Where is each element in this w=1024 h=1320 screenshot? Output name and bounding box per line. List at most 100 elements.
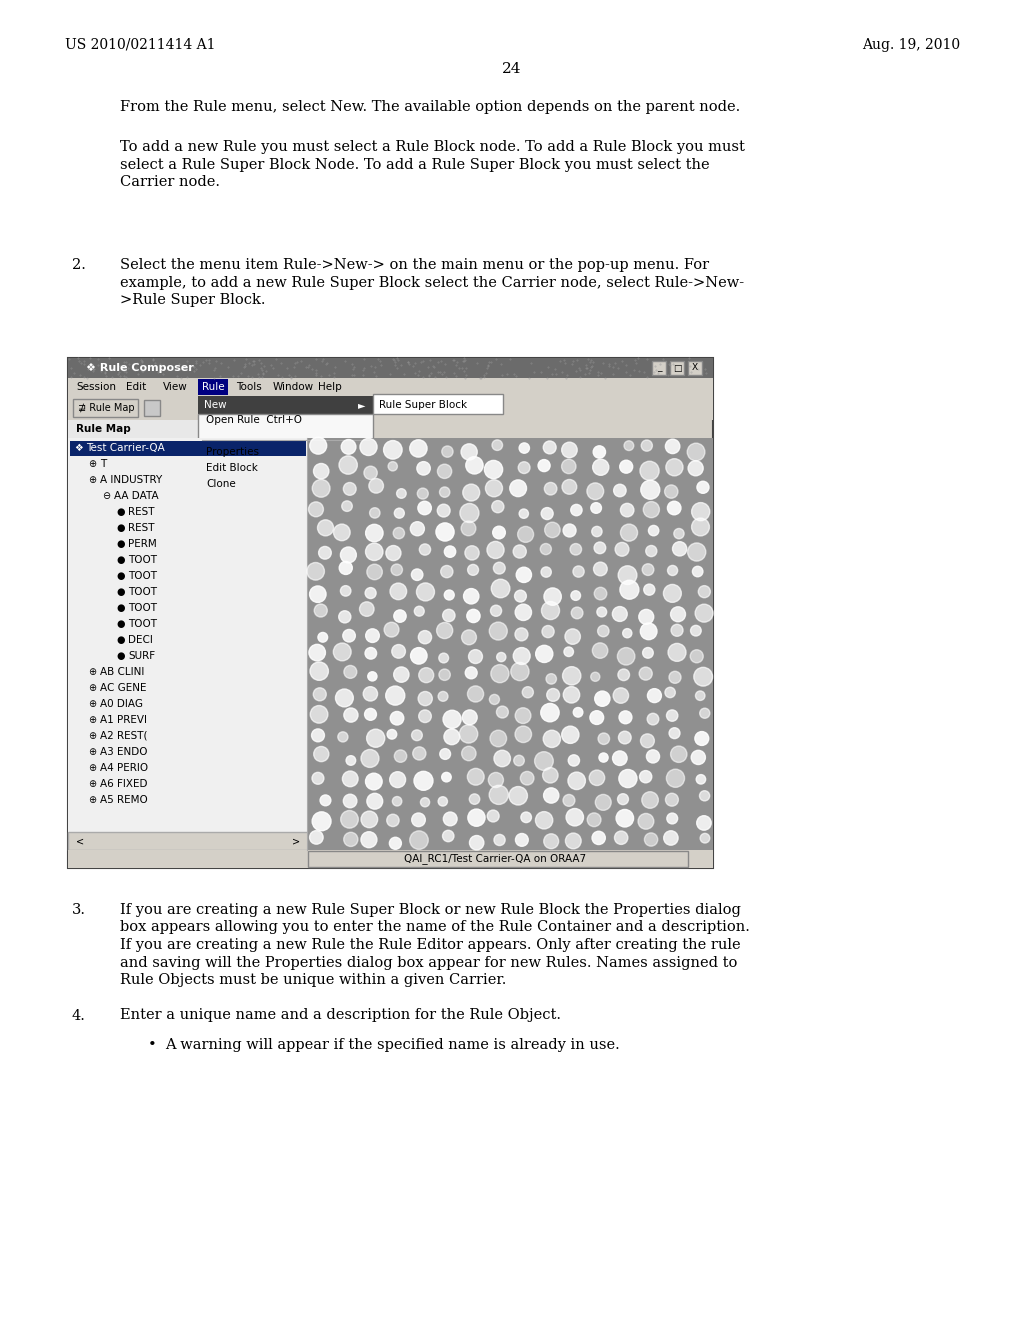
Circle shape	[624, 441, 634, 450]
Circle shape	[317, 632, 328, 642]
Circle shape	[392, 796, 401, 807]
Circle shape	[394, 750, 407, 763]
Circle shape	[309, 644, 326, 661]
Circle shape	[439, 669, 451, 680]
Circle shape	[313, 688, 327, 701]
Circle shape	[617, 669, 630, 681]
Circle shape	[640, 771, 652, 783]
Circle shape	[468, 565, 478, 576]
Circle shape	[313, 747, 329, 762]
Circle shape	[462, 746, 476, 760]
Text: A INDUSTRY: A INDUSTRY	[100, 475, 162, 484]
Circle shape	[691, 503, 710, 520]
Circle shape	[594, 562, 607, 576]
Text: ●: ●	[116, 523, 125, 533]
Text: From the Rule menu, select New. The available option depends on the parent node.: From the Rule menu, select New. The avai…	[120, 100, 740, 114]
Circle shape	[492, 500, 504, 512]
Circle shape	[665, 484, 678, 498]
Circle shape	[517, 527, 534, 543]
Circle shape	[568, 772, 586, 789]
Circle shape	[695, 605, 713, 622]
Circle shape	[544, 788, 559, 803]
Circle shape	[667, 770, 685, 787]
Circle shape	[494, 834, 505, 846]
Circle shape	[535, 751, 553, 771]
Text: AC GENE: AC GENE	[100, 682, 146, 693]
Text: ⊕: ⊕	[88, 779, 96, 789]
Circle shape	[443, 710, 461, 729]
Circle shape	[688, 461, 703, 475]
Text: <: <	[76, 836, 84, 846]
Circle shape	[671, 746, 687, 763]
Circle shape	[542, 602, 559, 619]
Text: Enter a unique name and a description for the Rule Object.: Enter a unique name and a description fo…	[120, 1008, 561, 1023]
Circle shape	[544, 834, 559, 849]
Circle shape	[541, 544, 551, 554]
Text: Open Rule  Ctrl+O: Open Rule Ctrl+O	[206, 414, 302, 425]
Circle shape	[467, 610, 480, 623]
Circle shape	[543, 730, 560, 747]
Circle shape	[344, 708, 358, 722]
Circle shape	[462, 710, 477, 725]
Circle shape	[513, 648, 530, 664]
Circle shape	[310, 661, 329, 680]
Circle shape	[364, 466, 377, 479]
Text: X: X	[692, 363, 698, 372]
Bar	[373, 393, 503, 414]
Circle shape	[688, 543, 706, 561]
Bar	[68, 396, 713, 420]
Circle shape	[638, 813, 654, 829]
Circle shape	[669, 672, 681, 684]
Circle shape	[440, 565, 453, 578]
Text: TOOT: TOOT	[128, 572, 157, 581]
Circle shape	[497, 652, 506, 661]
Circle shape	[411, 521, 424, 536]
Text: A warning will appear if the specified name is already in use.: A warning will appear if the specified n…	[165, 1038, 620, 1052]
Circle shape	[339, 611, 351, 623]
Circle shape	[516, 568, 531, 582]
Circle shape	[413, 747, 426, 760]
Circle shape	[441, 772, 452, 781]
Circle shape	[695, 731, 709, 746]
Circle shape	[367, 564, 382, 579]
Circle shape	[566, 809, 584, 826]
Circle shape	[687, 444, 705, 461]
Circle shape	[621, 503, 634, 517]
Text: •: •	[148, 1038, 157, 1052]
Circle shape	[439, 748, 451, 759]
Circle shape	[616, 809, 634, 826]
Text: ●: ●	[116, 651, 125, 661]
Circle shape	[465, 667, 477, 678]
Text: 4.: 4.	[72, 1008, 86, 1023]
Circle shape	[640, 734, 654, 747]
Bar	[688, 360, 702, 375]
Circle shape	[617, 793, 629, 805]
Text: Tools: Tools	[236, 381, 262, 392]
Circle shape	[665, 688, 676, 698]
Circle shape	[420, 544, 431, 556]
Text: Window: Window	[273, 381, 314, 392]
Circle shape	[669, 727, 680, 739]
Circle shape	[641, 480, 659, 499]
Circle shape	[699, 708, 710, 718]
Circle shape	[514, 590, 526, 602]
Text: select a Rule Super Block Node. To add a Rule Super Block you must select the: select a Rule Super Block Node. To add a…	[120, 157, 710, 172]
Text: ❖: ❖	[74, 444, 83, 453]
Circle shape	[563, 524, 577, 537]
Bar	[670, 360, 684, 375]
Circle shape	[366, 774, 382, 789]
Circle shape	[674, 528, 684, 539]
Circle shape	[336, 689, 353, 706]
Circle shape	[343, 630, 355, 642]
Circle shape	[361, 810, 378, 828]
Text: A2 REST(: A2 REST(	[100, 731, 147, 741]
Text: ⊕: ⊕	[88, 715, 96, 725]
Circle shape	[511, 663, 529, 681]
Circle shape	[436, 623, 453, 639]
Circle shape	[365, 648, 377, 659]
Text: ●: ●	[116, 539, 125, 549]
Circle shape	[318, 546, 332, 560]
Circle shape	[565, 628, 581, 644]
Circle shape	[394, 610, 407, 622]
Circle shape	[467, 768, 484, 785]
